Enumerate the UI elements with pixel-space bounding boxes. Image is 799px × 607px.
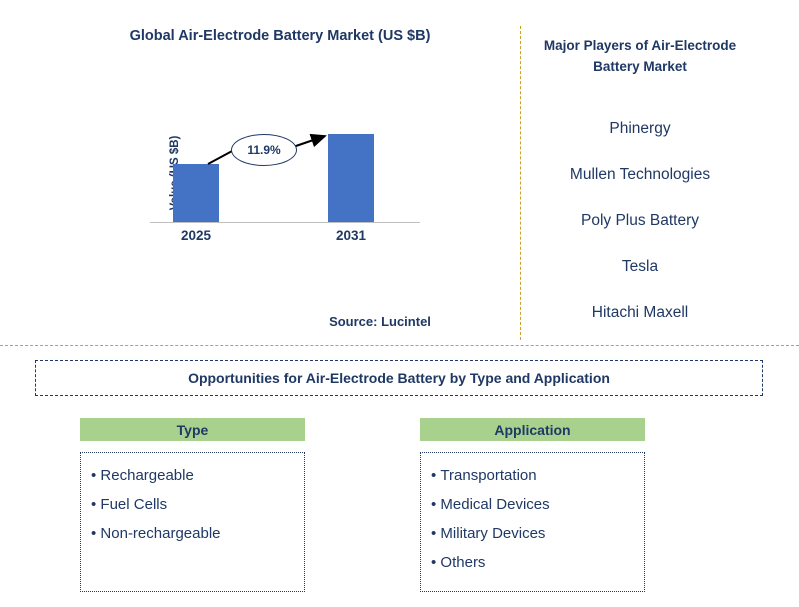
major-players-title: Major Players of Air-Electrode Battery M…: [543, 38, 737, 74]
major-player-item: Tesla: [621, 258, 659, 275]
major-player-item: Poly Plus Battery: [580, 212, 700, 229]
type-list-item: Non-rechargeable: [91, 519, 294, 548]
major-players-list: Phinergy Mullen Technologies Poly Plus B…: [525, 106, 755, 336]
chart-title: Global Air-Electrode Battery Market (US …: [129, 28, 431, 44]
type-list-item: Fuel Cells: [91, 490, 294, 519]
application-list: Transportation Medical Devices Military …: [420, 452, 645, 592]
growth-arrow: [207, 133, 327, 165]
application-list-item: Transportation: [431, 461, 634, 490]
major-player-item: Phinergy: [609, 120, 671, 137]
type-list: Rechargeable Fuel Cells Non-rechargeable: [80, 452, 305, 592]
opportunities-banner: Opportunities for Air-Electrode Battery …: [35, 360, 763, 396]
vertical-dashed-divider: [520, 26, 521, 340]
type-column-header: Type: [80, 418, 305, 441]
major-player-item: Hitachi Maxell: [591, 304, 689, 321]
application-list-item: Military Devices: [431, 519, 634, 548]
major-player-item: Mullen Technologies: [569, 166, 711, 183]
cagr-badge: 11.9%: [231, 134, 297, 166]
x-tick-2031: 2031: [335, 228, 367, 243]
x-tick-2025: 2025: [180, 228, 212, 243]
application-list-item: Others: [431, 548, 634, 577]
horizontal-dashed-divider: [0, 345, 799, 346]
bar-2031: [328, 134, 374, 222]
application-column-header: Application: [420, 418, 645, 441]
type-list-item: Rechargeable: [91, 461, 294, 490]
bar-2025: [173, 164, 219, 222]
application-list-item: Medical Devices: [431, 490, 634, 519]
source-note: Source: Lucintel: [329, 314, 431, 329]
bar-chart-plot-area: [150, 110, 420, 223]
